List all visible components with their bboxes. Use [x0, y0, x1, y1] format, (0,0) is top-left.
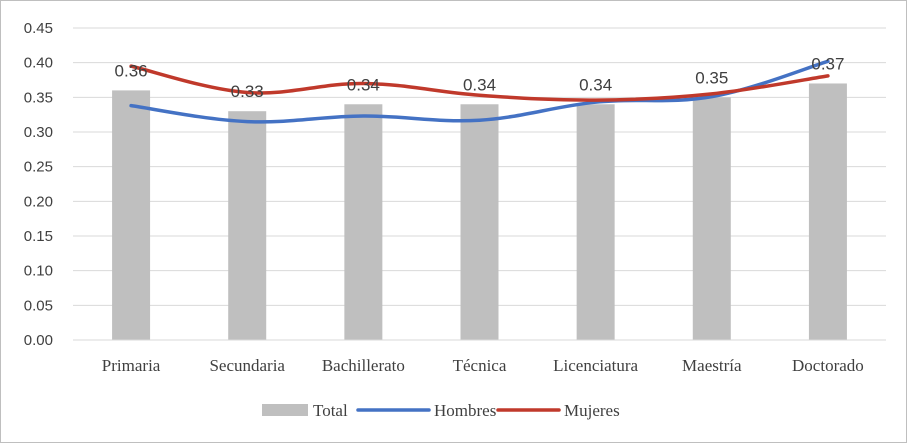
x-tick-label: Secundaria — [209, 356, 285, 375]
line-mujeres — [129, 64, 830, 102]
y-tick-label: 0.35 — [24, 89, 53, 106]
bar-total — [460, 104, 499, 341]
x-tick-label: Bachillerato — [322, 356, 405, 375]
y-tick-label: 0.00 — [24, 332, 53, 349]
x-tick-label: Maestría — [682, 356, 742, 375]
data-label: 0.35 — [695, 68, 728, 87]
line-hombres — [129, 59, 830, 124]
x-tick-label: Doctorado — [792, 356, 864, 375]
bars — [112, 83, 847, 341]
x-tick-label: Técnica — [453, 356, 507, 375]
series-lines — [129, 59, 830, 124]
data-label: 0.36 — [115, 61, 148, 80]
data-label: 0.34 — [463, 75, 496, 94]
y-tick-label: 0.45 — [24, 20, 53, 37]
y-axis: 0.00 0.05 0.10 0.15 0.20 0.25 0.30 0.35 0.40 0.45 — [24, 20, 53, 349]
legend: Total Hombres Mujeres — [262, 401, 620, 420]
legend-label-hombres: Hombres — [434, 401, 496, 420]
bar-total — [112, 90, 151, 341]
legend-label-total: Total — [313, 401, 348, 420]
data-label: 0.37 — [811, 54, 844, 73]
bar-total — [692, 97, 731, 340]
y-tick-label: 0.15 — [24, 228, 53, 245]
y-tick-label: 0.10 — [24, 263, 53, 280]
y-tick-label: 0.05 — [24, 297, 53, 314]
bar-total — [576, 104, 615, 341]
legend-swatch-total — [262, 404, 308, 416]
data-label: 0.34 — [347, 75, 380, 94]
data-label: 0.33 — [231, 82, 264, 101]
y-tick-label: 0.40 — [24, 55, 53, 72]
y-tick-label: 0.20 — [24, 193, 53, 210]
x-axis: Primaria Secundaria Bachillerato Técnica Lic… — [73, 339, 886, 375]
x-tick-label: Licenciatura — [553, 356, 638, 375]
bar-total — [228, 111, 267, 340]
bar-total — [808, 83, 847, 340]
bar-total — [344, 104, 383, 341]
data-label: 0.34 — [579, 75, 612, 94]
x-tick-label: Primaria — [102, 356, 161, 375]
y-tick-label: 0.30 — [24, 124, 53, 141]
y-tick-label: 0.25 — [24, 159, 53, 176]
legend-label-mujeres: Mujeres — [564, 401, 620, 420]
data-labels: 0.36 0.33 0.34 0.34 0.34 0.35 0.37 — [115, 54, 845, 101]
